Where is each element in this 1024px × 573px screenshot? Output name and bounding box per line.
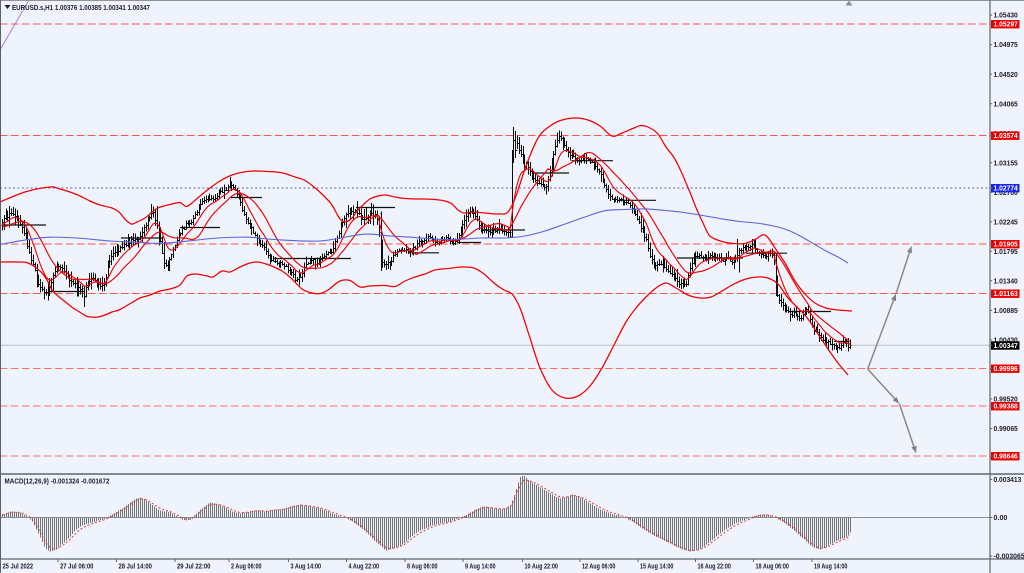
svg-text:1.05297: 1.05297 (994, 20, 1018, 29)
svg-text:4 Aug 22:00: 4 Aug 22:00 (349, 564, 380, 571)
svg-text:1.00885: 1.00885 (994, 306, 1018, 315)
svg-text:18 Aug 06:00: 18 Aug 06:00 (756, 564, 789, 571)
svg-text:12 Aug 06:00: 12 Aug 06:00 (582, 564, 615, 571)
svg-text:10 Aug 22:00: 10 Aug 22:00 (525, 564, 558, 571)
svg-text:15 Aug 14:00: 15 Aug 14:00 (640, 564, 673, 571)
svg-text:1.04065: 1.04065 (994, 99, 1018, 108)
svg-text:MACD(12,26,9) -0.001324 -0.001: MACD(12,26,9) -0.001324 -0.001672 (5, 477, 110, 486)
svg-text:0.99388: 0.99388 (994, 402, 1018, 411)
svg-text:1.03574: 1.03574 (994, 131, 1018, 140)
svg-text:1.05430: 1.05430 (994, 11, 1018, 20)
svg-text:1.03155: 1.03155 (994, 158, 1018, 167)
svg-text:25 Jul 2022: 25 Jul 2022 (3, 564, 34, 571)
svg-text:0.99520: 0.99520 (994, 395, 1018, 404)
svg-text:1.04520: 1.04520 (994, 70, 1018, 79)
svg-text:29 Jul 22:00: 29 Jul 22:00 (177, 564, 210, 571)
svg-text:1.02774: 1.02774 (994, 184, 1018, 193)
svg-text:1.01795: 1.01795 (994, 247, 1018, 256)
svg-text:0.00: 0.00 (994, 513, 1008, 522)
svg-text:1.01340: 1.01340 (994, 276, 1018, 285)
svg-text:0.99996: 0.99996 (994, 364, 1018, 373)
svg-text:1.02245: 1.02245 (994, 217, 1018, 226)
svg-text:EURUSD.s,H1 1.00376 1.00385 1: EURUSD.s,H1 1.00376 1.00385 1.00341 1.00… (12, 3, 150, 12)
svg-text:0.98646: 0.98646 (994, 452, 1018, 461)
svg-text:1.00430: 1.00430 (994, 336, 1018, 345)
svg-text:3 Aug 14:00: 3 Aug 14:00 (291, 564, 322, 571)
svg-text:1.01905: 1.01905 (994, 240, 1018, 249)
svg-text:27 Jul 06:00: 27 Jul 06:00 (60, 564, 93, 571)
svg-text:0.003413: 0.003413 (994, 475, 1022, 484)
svg-text:0.99065: 0.99065 (994, 424, 1018, 433)
svg-text:1.01163: 1.01163 (994, 289, 1018, 298)
svg-text:-0.003065: -0.003065 (994, 552, 1024, 561)
svg-text:2 Aug 06:00: 2 Aug 06:00 (231, 564, 262, 571)
svg-text:1.00347: 1.00347 (994, 341, 1018, 350)
svg-text:28 Jul 14:00: 28 Jul 14:00 (119, 564, 152, 571)
svg-text:1.04975: 1.04975 (994, 40, 1018, 49)
svg-text:9 Aug 14:00: 9 Aug 14:00 (465, 564, 496, 571)
svg-text:8 Aug 06:00: 8 Aug 06:00 (407, 564, 438, 571)
svg-text:16 Aug 22:00: 16 Aug 22:00 (698, 564, 731, 571)
svg-text:19 Aug 14:00: 19 Aug 14:00 (814, 564, 847, 571)
